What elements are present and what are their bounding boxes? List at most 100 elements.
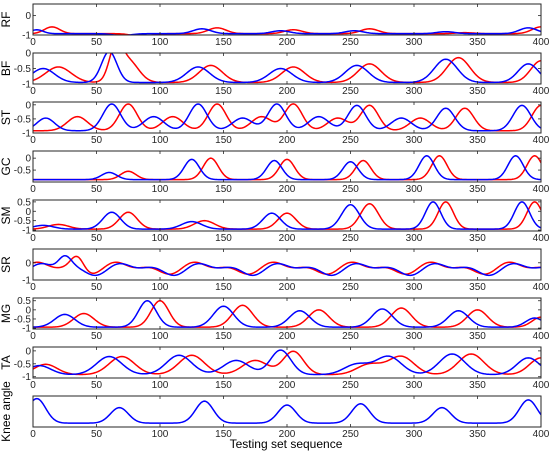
x-tick-label: 250 — [342, 184, 359, 195]
y-tick-label: -1 — [22, 31, 31, 42]
x-tick-label: 350 — [469, 86, 486, 97]
y-tick-label: -0.5 — [14, 359, 32, 370]
x-tick-label: 300 — [406, 233, 423, 244]
x-tick-label: 400 — [533, 331, 550, 342]
x-tick-label: 0 — [30, 233, 36, 244]
series-line-blue — [33, 349, 541, 376]
y-tick-label: 0.5 — [17, 197, 31, 208]
x-tick-label: 50 — [91, 282, 103, 293]
y-axis-label: SM — [0, 206, 13, 224]
x-tick-label: 100 — [152, 380, 169, 391]
y-axis-label: BF — [0, 61, 13, 76]
x-tick-label: 0 — [30, 135, 36, 146]
y-tick-label: -1 — [22, 80, 31, 91]
x-tick-label: 100 — [152, 331, 169, 342]
x-tick-label: 0 — [30, 86, 36, 97]
x-axis-label: Testing set sequence — [230, 437, 343, 451]
x-tick-label: 400 — [533, 282, 550, 293]
x-tick-label: 50 — [91, 135, 103, 146]
x-tick-label: 100 — [152, 233, 169, 244]
y-axis-label: MG — [0, 304, 13, 323]
x-tick-label: 150 — [215, 282, 232, 293]
x-tick-label: 100 — [152, 184, 169, 195]
x-tick-label: 200 — [279, 380, 296, 391]
x-tick-label: 0 — [30, 429, 36, 440]
y-axis-label: TA — [0, 355, 13, 369]
x-tick-label: 150 — [215, 233, 232, 244]
x-tick-label: 150 — [215, 429, 232, 440]
series-line-blue — [33, 53, 541, 84]
x-tick-label: 200 — [279, 331, 296, 342]
x-tick-label: 300 — [406, 429, 423, 440]
x-tick-label: 300 — [406, 135, 423, 146]
x-tick-label: 300 — [406, 282, 423, 293]
x-tick-label: 300 — [406, 380, 423, 391]
x-tick-label: 150 — [215, 37, 232, 48]
x-tick-label: 0 — [30, 37, 36, 48]
x-tick-label: 400 — [533, 135, 550, 146]
series-line-blue — [33, 155, 541, 181]
panel-knee-angle: 0 50 100 150 200 250 300 350 400 Knee angle — [0, 381, 550, 442]
x-tick-label: 250 — [342, 380, 359, 391]
y-tick-label: 0 — [25, 49, 31, 60]
y-tick-label: 0 — [25, 154, 31, 165]
y-tick-label: 0 — [25, 258, 31, 269]
series-line-red — [33, 201, 541, 230]
x-tick-label: 50 — [91, 429, 103, 440]
y-tick-label: 0.5 — [17, 296, 31, 307]
x-tick-label: 50 — [91, 184, 103, 195]
x-tick-label: 250 — [342, 429, 359, 440]
x-tick-label: 300 — [406, 86, 423, 97]
panel-ta: 0 50 100 150 200 250 300 350 400 0 -0.5 -1 TA — [0, 346, 550, 391]
x-tick-label: 100 — [152, 282, 169, 293]
x-tick-label: 350 — [469, 135, 486, 146]
y-axis-label: RF — [0, 12, 13, 28]
y-axis-label: GC — [0, 157, 13, 175]
x-tick-label: 350 — [469, 331, 486, 342]
y-tick-label: -1 — [22, 129, 31, 140]
x-tick-label: 50 — [91, 86, 103, 97]
y-tick-label: -0.5 — [14, 314, 32, 325]
y-tick-label: -1 — [22, 226, 31, 237]
x-tick-label: 350 — [469, 282, 486, 293]
x-tick-label: 100 — [152, 37, 169, 48]
panel-frame — [32, 150, 542, 183]
x-tick-label: 400 — [533, 233, 550, 244]
series-line-blue — [33, 254, 541, 277]
y-tick-label: -0.5 — [14, 64, 32, 75]
x-tick-label: 100 — [152, 429, 169, 440]
x-tick-label: 400 — [533, 380, 550, 391]
y-tick-label: -1 — [22, 372, 31, 383]
x-tick-label: 400 — [533, 184, 550, 195]
y-axis-label: SR — [0, 256, 13, 273]
y-tick-label: 0 — [25, 346, 31, 357]
x-tick-label: 250 — [342, 37, 359, 48]
x-tick-label: 0 — [30, 184, 36, 195]
y-axis-label: ST — [0, 109, 13, 125]
x-tick-label: 250 — [342, 282, 359, 293]
y-tick-label: 0 — [25, 305, 31, 316]
y-axis-label: Knee angle — [0, 381, 13, 442]
x-tick-label: 300 — [406, 37, 423, 48]
x-tick-label: 150 — [215, 86, 232, 97]
y-tick-label: -0.5 — [14, 166, 32, 177]
x-tick-label: 300 — [406, 184, 423, 195]
x-tick-label: 200 — [279, 37, 296, 48]
x-tick-label: 350 — [469, 184, 486, 195]
x-tick-label: 300 — [406, 331, 423, 342]
x-tick-label: 400 — [533, 86, 550, 97]
x-tick-label: 50 — [91, 331, 103, 342]
x-tick-label: 350 — [469, 233, 486, 244]
series-line-red — [33, 155, 541, 181]
x-tick-label: 50 — [91, 233, 103, 244]
x-tick-label: 250 — [342, 331, 359, 342]
panel-st: 0 50 100 150 200 250 300 350 400 0 -0.5 -1 ST — [0, 100, 550, 146]
x-tick-label: 400 — [533, 429, 550, 440]
y-tick-label: -1 — [22, 324, 31, 335]
x-tick-label: 200 — [279, 429, 296, 440]
